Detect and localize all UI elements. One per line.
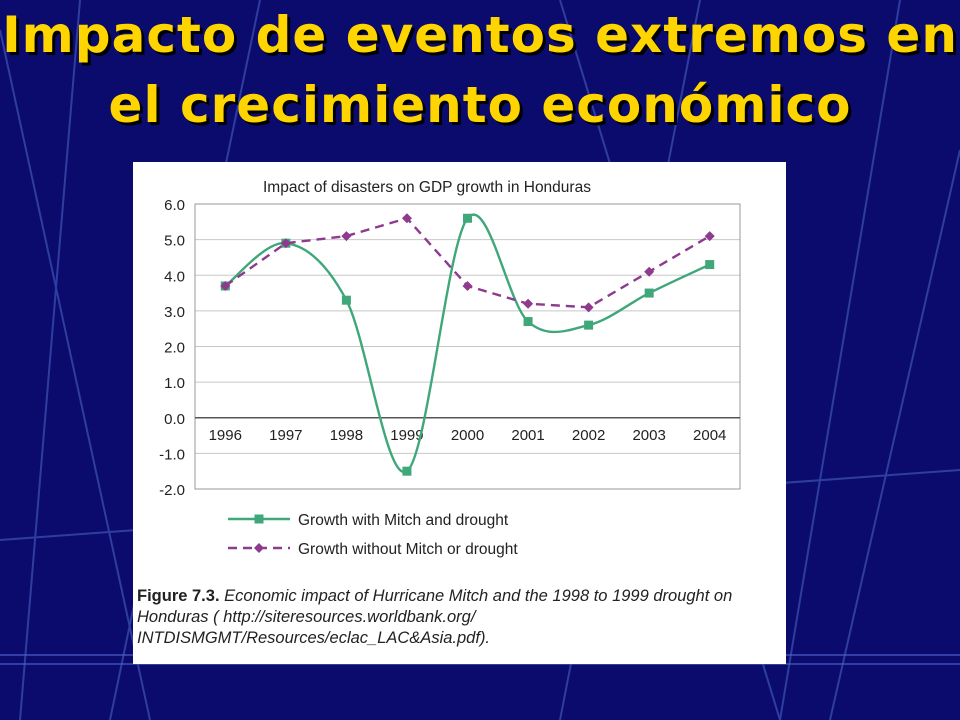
data-point xyxy=(705,260,715,270)
x-tick-label: 2000 xyxy=(451,427,484,444)
series-line xyxy=(224,213,711,474)
legend-item-1: Growth with Mitch and drought xyxy=(228,512,509,529)
x-tick-label: 2002 xyxy=(572,427,605,444)
data-point xyxy=(462,280,473,291)
data-point xyxy=(523,317,533,327)
data-point xyxy=(644,266,655,277)
caption-text: Economic impact of Hurricane Mitch and t… xyxy=(137,587,733,647)
x-tick-label: 2001 xyxy=(511,427,544,444)
legend-label: Growth without Mitch or drought xyxy=(298,541,518,558)
data-point xyxy=(583,302,594,313)
x-tick-label: 2004 xyxy=(693,427,726,444)
legend-label: Growth with Mitch and drought xyxy=(298,512,509,529)
data-point xyxy=(584,320,594,330)
data-point xyxy=(220,280,231,291)
series xyxy=(220,213,715,476)
y-tick-label: 5.0 xyxy=(164,233,185,250)
x-tick-label: 2003 xyxy=(632,427,665,444)
x-tick-labels: 1996 1997 1998 1999 2000 2001 2002 2003 2004 xyxy=(209,427,727,444)
legend-marker xyxy=(254,543,264,553)
y-tick-label: 4.0 xyxy=(164,268,185,285)
data-point xyxy=(704,231,715,242)
plot-frame xyxy=(194,203,741,490)
y-tick-label: 1.0 xyxy=(164,375,185,392)
y-tick-labels: 6.0 5.0 4.0 3.0 2.0 1.0 0.0 -1.0 -2.0 xyxy=(159,197,185,499)
data-point xyxy=(341,231,352,242)
x-tick-label: 1998 xyxy=(330,427,363,444)
figure-caption: Figure 7.3. Economic impact of Hurricane… xyxy=(137,586,777,649)
line-chart: Impact of disasters on GDP growth in Hon… xyxy=(159,179,741,558)
y-tick-label: 2.0 xyxy=(164,340,185,357)
legend: Growth with Mitch and drought Growth with… xyxy=(228,512,518,558)
y-tick-label: 3.0 xyxy=(164,304,185,321)
x-tick-label: 1999 xyxy=(390,427,423,444)
data-point xyxy=(401,213,412,224)
y-tick-label: 0.0 xyxy=(164,411,185,428)
chart-title: Impact of disasters on GDP growth in Hon… xyxy=(263,179,591,196)
caption-label: Figure 7.3. xyxy=(137,587,220,605)
series-2 xyxy=(220,213,715,313)
chart-figure: Impact of disasters on GDP growth in Hon… xyxy=(133,162,786,664)
legend-item-2: Growth without Mitch or drought xyxy=(228,541,518,558)
slide-title: Impacto de eventos extremos en el crecim… xyxy=(2,6,958,134)
gridlines xyxy=(195,203,740,490)
y-tick-label: -1.0 xyxy=(159,446,185,463)
x-tick-label: 1997 xyxy=(269,427,302,444)
y-tick-label: 6.0 xyxy=(164,197,185,214)
data-point xyxy=(341,295,351,305)
data-point xyxy=(280,238,291,249)
data-point xyxy=(402,466,412,476)
data-point xyxy=(463,213,472,223)
series-line xyxy=(224,216,711,309)
legend-marker xyxy=(254,514,264,524)
y-tick-label: -2.0 xyxy=(159,482,185,499)
data-point xyxy=(523,298,534,309)
axes xyxy=(194,203,741,490)
data-point xyxy=(644,288,654,298)
x-tick-label: 1996 xyxy=(209,427,242,444)
